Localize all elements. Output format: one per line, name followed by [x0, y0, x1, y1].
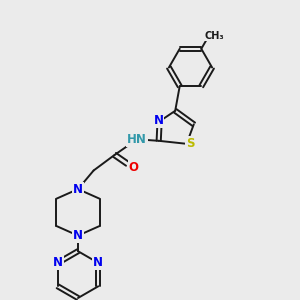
- Text: N: N: [73, 183, 83, 196]
- Text: CH₃: CH₃: [205, 31, 224, 40]
- Text: N: N: [153, 114, 164, 127]
- Text: N: N: [93, 256, 103, 269]
- Text: HN: HN: [127, 133, 147, 146]
- Text: O: O: [128, 161, 139, 174]
- Text: S: S: [186, 137, 194, 150]
- Text: N: N: [53, 256, 63, 269]
- Text: N: N: [73, 229, 83, 242]
